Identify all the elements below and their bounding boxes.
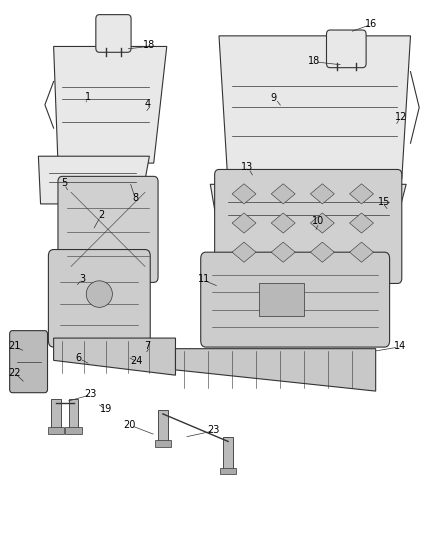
Polygon shape — [311, 242, 334, 262]
Text: 5: 5 — [61, 178, 67, 188]
Polygon shape — [350, 184, 374, 204]
FancyBboxPatch shape — [155, 440, 171, 447]
Polygon shape — [232, 213, 256, 233]
Polygon shape — [350, 213, 374, 233]
FancyBboxPatch shape — [158, 410, 168, 441]
Text: 15: 15 — [378, 197, 391, 207]
Text: 18: 18 — [143, 41, 155, 51]
Text: 2: 2 — [99, 209, 105, 220]
Polygon shape — [219, 36, 410, 179]
Text: 22: 22 — [8, 368, 21, 377]
Text: 18: 18 — [308, 56, 320, 66]
FancyBboxPatch shape — [51, 399, 61, 428]
Text: 23: 23 — [85, 389, 97, 399]
Text: 12: 12 — [395, 112, 407, 122]
FancyBboxPatch shape — [10, 330, 47, 393]
Ellipse shape — [86, 281, 113, 308]
FancyBboxPatch shape — [48, 427, 64, 433]
FancyBboxPatch shape — [65, 427, 82, 433]
FancyBboxPatch shape — [69, 399, 78, 428]
FancyBboxPatch shape — [220, 468, 237, 474]
Polygon shape — [311, 213, 334, 233]
FancyBboxPatch shape — [326, 30, 366, 68]
Text: 21: 21 — [8, 341, 21, 351]
FancyBboxPatch shape — [223, 437, 233, 469]
Text: 19: 19 — [100, 403, 112, 414]
FancyBboxPatch shape — [215, 169, 402, 284]
Polygon shape — [271, 184, 295, 204]
Text: 1: 1 — [85, 92, 92, 102]
Text: 8: 8 — [132, 192, 138, 203]
FancyBboxPatch shape — [96, 14, 131, 52]
Text: 3: 3 — [79, 273, 85, 284]
FancyBboxPatch shape — [259, 283, 304, 316]
Polygon shape — [271, 213, 295, 233]
Polygon shape — [39, 156, 149, 204]
Text: 16: 16 — [365, 19, 378, 29]
Text: 6: 6 — [75, 353, 81, 362]
FancyBboxPatch shape — [58, 176, 158, 282]
Polygon shape — [232, 242, 256, 262]
Text: 14: 14 — [394, 341, 406, 351]
Text: 13: 13 — [241, 162, 254, 172]
Text: 4: 4 — [144, 99, 150, 109]
Polygon shape — [53, 46, 167, 163]
Polygon shape — [176, 349, 376, 391]
FancyBboxPatch shape — [201, 252, 390, 347]
Polygon shape — [350, 242, 374, 262]
Text: 11: 11 — [198, 274, 210, 284]
Polygon shape — [311, 184, 334, 204]
Polygon shape — [53, 338, 176, 375]
Text: 24: 24 — [130, 356, 142, 366]
Text: 10: 10 — [312, 216, 325, 227]
FancyBboxPatch shape — [48, 249, 150, 347]
Text: 23: 23 — [208, 425, 220, 435]
Text: 7: 7 — [144, 341, 150, 351]
Polygon shape — [210, 184, 406, 235]
Polygon shape — [232, 184, 256, 204]
Text: 20: 20 — [124, 419, 136, 430]
Text: 9: 9 — [270, 93, 276, 103]
Polygon shape — [271, 242, 295, 262]
